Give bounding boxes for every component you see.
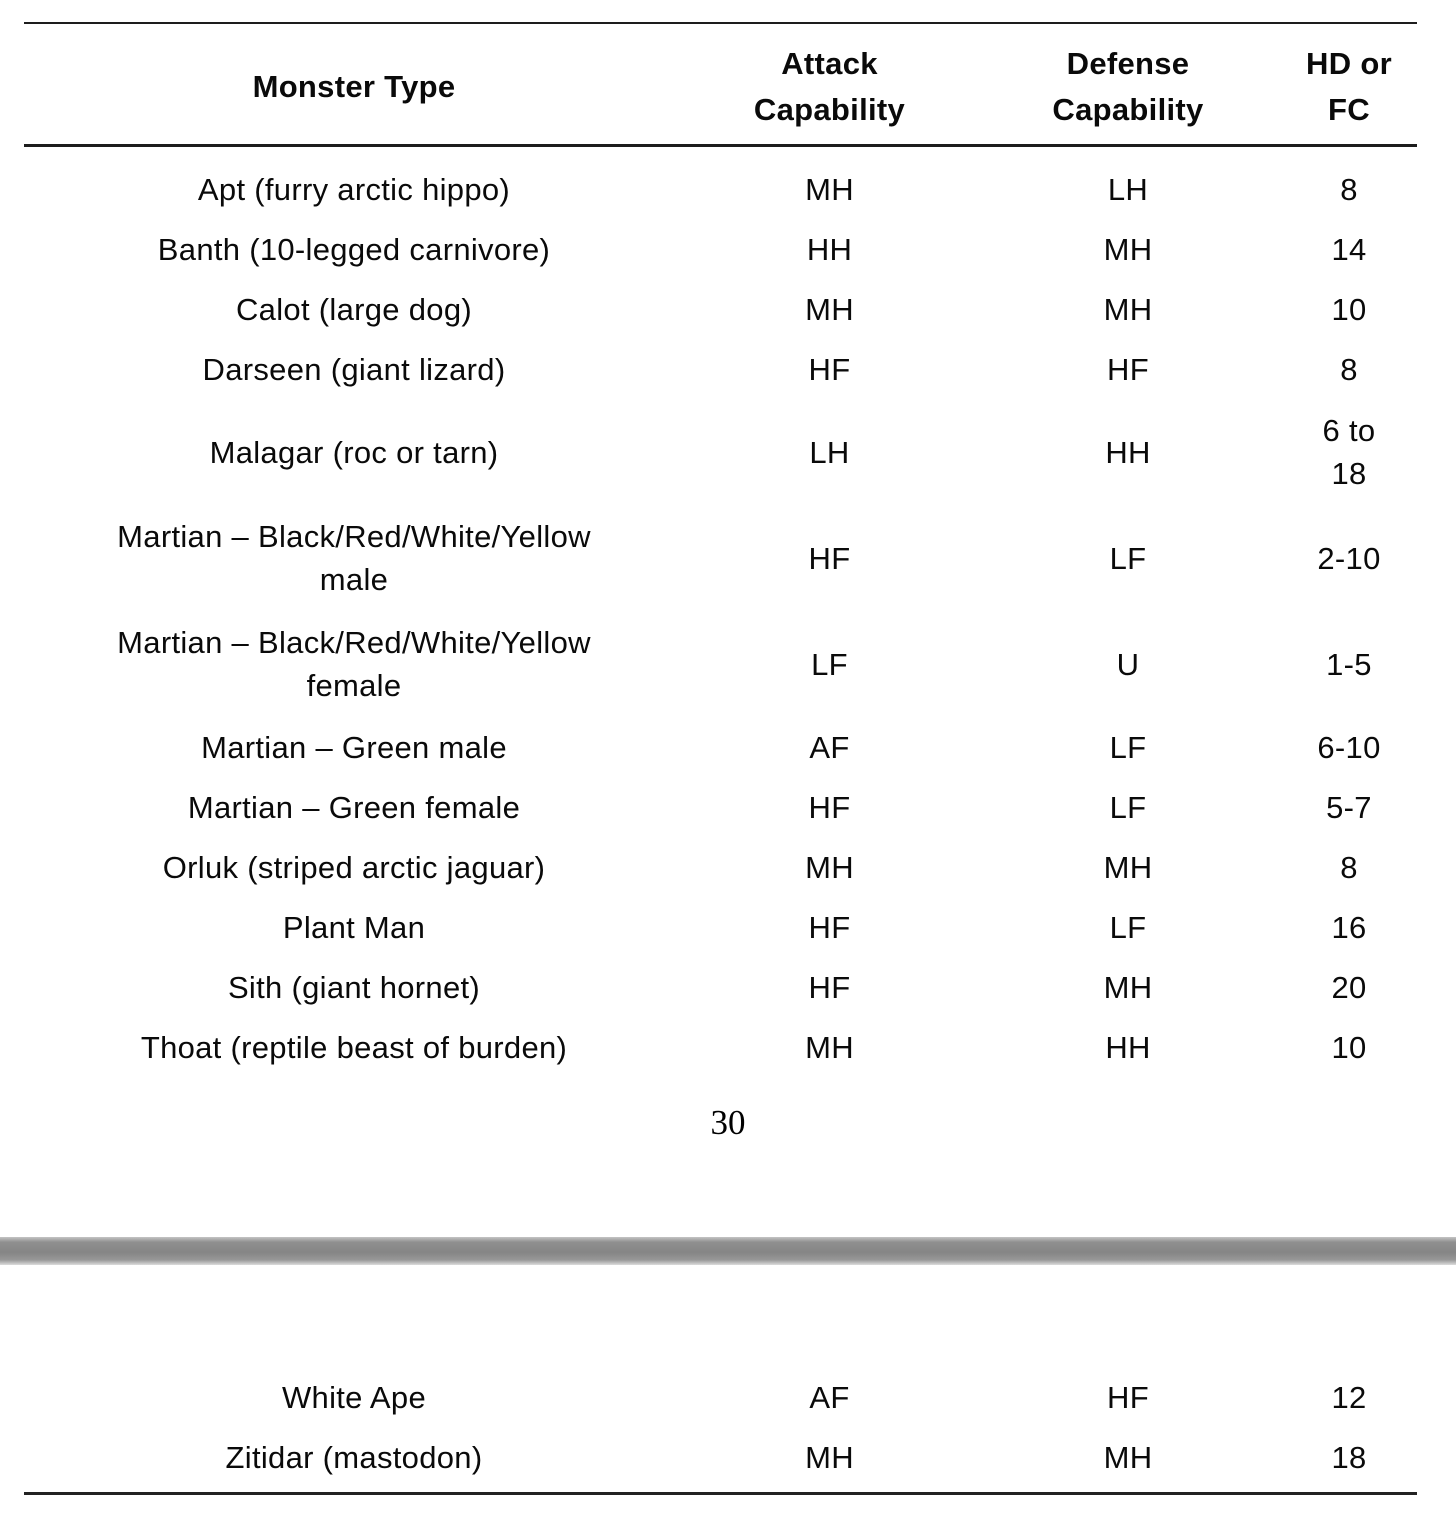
monster-table-body: Apt (furry arctic hippo) MH LH 8 Banth (… — [24, 145, 1417, 1077]
hd-cell: 2-10 — [1317, 540, 1381, 576]
monster-name-cell: Martian – Black/Red/White/Yellow female — [117, 625, 591, 703]
table-row: Martian – Green female HF LF 5-7 — [24, 777, 1417, 837]
page-number: 30 — [710, 1103, 746, 1142]
attack-cell: HF — [808, 909, 851, 945]
attack-cell: MH — [805, 849, 854, 885]
attack-cell: MH — [805, 171, 854, 207]
hd-cell: 20 — [1331, 969, 1367, 1005]
header-defense-capability: Defense Capability — [1052, 46, 1204, 127]
table-top-rule — [24, 22, 1417, 24]
defense-cell: LF — [1109, 540, 1147, 576]
hd-cell: 8 — [1340, 849, 1358, 885]
monster-name-cell: Zitidar (mastodon) — [225, 1439, 483, 1475]
table-bottom-rule — [24, 1492, 1417, 1495]
table-row: Banth (10-legged carnivore) HH MH 14 — [24, 219, 1417, 279]
defense-cell: MH — [1103, 231, 1153, 267]
attack-cell: HF — [808, 540, 851, 576]
attack-cell: MH — [805, 1029, 854, 1065]
header-attack-capability: Attack Capability — [753, 46, 906, 127]
monster-name-cell: Apt (furry arctic hippo) — [197, 171, 511, 207]
table-row: Darseen (giant lizard) HF HF 8 — [24, 339, 1417, 399]
defense-cell: U — [1116, 646, 1140, 682]
defense-cell: LF — [1109, 909, 1147, 945]
hd-cell: 18 — [1331, 1439, 1367, 1475]
hd-cell: 14 — [1331, 231, 1367, 267]
monster-name-cell: Banth (10-legged carnivore) — [157, 231, 551, 267]
monster-name-cell: Martian – Black/Red/White/Yellow male — [117, 519, 591, 597]
hd-cell: 1-5 — [1326, 646, 1372, 682]
monster-name-cell: Darseen (giant lizard) — [202, 351, 506, 387]
attack-cell: MH — [805, 1439, 854, 1475]
table-row: Calot (large dog) MH MH 10 — [24, 279, 1417, 339]
table-row: Zitidar (mastodon) MH MH 18 — [24, 1427, 1417, 1487]
attack-cell: MH — [805, 291, 854, 327]
header-hd-or-fc: HD or FC — [1306, 46, 1392, 127]
table-row: Martian – Green male AF LF 6-10 — [24, 717, 1417, 777]
attack-cell: LF — [811, 646, 848, 682]
monster-name-cell: White Ape — [281, 1379, 426, 1415]
hd-cell: 6-10 — [1317, 729, 1381, 765]
attack-cell: HH — [806, 231, 853, 267]
table-row: Martian – Black/Red/White/Yellow female … — [24, 611, 1417, 717]
defense-cell: MH — [1103, 291, 1153, 327]
defense-cell: MH — [1103, 849, 1153, 885]
hd-cell: 16 — [1331, 909, 1367, 945]
table-header-rule — [24, 144, 1417, 147]
table-header: Monster Type Attack Capability Defense C… — [24, 38, 1417, 136]
monster-name-cell: Thoat (reptile beast of burden) — [140, 1029, 568, 1065]
table-header-row: Monster Type Attack Capability Defense C… — [24, 38, 1417, 136]
page-break-divider — [0, 1237, 1456, 1265]
defense-cell: MH — [1103, 1439, 1153, 1475]
monster-name-cell: Sith (giant hornet) — [227, 969, 481, 1005]
defense-cell: LH — [1107, 171, 1149, 207]
table-row: Martian – Black/Red/White/Yellow male HF… — [24, 505, 1417, 611]
table-row: Malagar (roc or tarn) LH HH 6 to 18 — [24, 399, 1417, 505]
table-row: Plant Man HF LF 16 — [24, 897, 1417, 957]
monster-name-cell: Plant Man — [282, 909, 426, 945]
defense-cell: LF — [1109, 729, 1147, 765]
hd-cell: 8 — [1340, 171, 1358, 207]
monster-name-cell: Martian – Green male — [201, 729, 507, 765]
defense-cell: LF — [1109, 789, 1147, 825]
monster-table-continued: White Ape AF HF 12 Zitidar (mastodon) MH… — [24, 1367, 1417, 1487]
header-monster-type: Monster Type — [252, 69, 456, 104]
table-row: Sith (giant hornet) HF MH 20 — [24, 957, 1417, 1017]
attack-cell: HF — [808, 351, 851, 387]
hd-cell: 5-7 — [1326, 789, 1372, 825]
defense-cell: HF — [1107, 1379, 1149, 1415]
attack-cell: AF — [809, 729, 850, 765]
table-row: Orluk (striped arctic jaguar) MH MH 8 — [24, 837, 1417, 897]
defense-cell: HH — [1105, 1029, 1151, 1065]
attack-cell: HF — [808, 789, 851, 825]
monster-name-cell: Martian – Green female — [187, 789, 521, 825]
hd-cell: 10 — [1331, 1029, 1367, 1065]
hd-cell: 8 — [1340, 351, 1358, 387]
defense-cell: MH — [1103, 969, 1153, 1005]
attack-cell: AF — [809, 1379, 850, 1415]
hd-cell: 10 — [1331, 291, 1367, 327]
table-row: Apt (furry arctic hippo) MH LH 8 — [24, 159, 1417, 219]
table-row: White Ape AF HF 12 — [24, 1367, 1417, 1427]
monster-name-cell: Calot (large dog) — [236, 291, 472, 327]
defense-cell: HH — [1105, 434, 1151, 470]
hd-cell: 6 to 18 — [1322, 413, 1376, 491]
attack-cell: LH — [809, 434, 850, 470]
monster-name-cell: Orluk (striped arctic jaguar) — [162, 849, 546, 885]
table-row: Thoat (reptile beast of burden) MH HH 10 — [24, 1017, 1417, 1077]
monster-name-cell: Malagar (roc or tarn) — [209, 434, 499, 470]
attack-cell: HF — [808, 969, 851, 1005]
hd-cell: 12 — [1331, 1379, 1367, 1415]
defense-cell: HF — [1107, 351, 1149, 387]
